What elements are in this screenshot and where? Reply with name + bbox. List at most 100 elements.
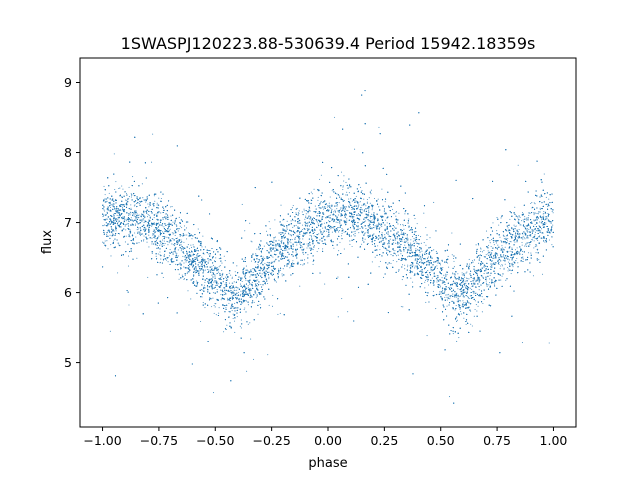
data-point — [415, 248, 417, 250]
data-point — [525, 228, 527, 231]
data-point — [368, 215, 370, 217]
data-point — [313, 217, 315, 219]
data-point — [167, 227, 170, 229]
data-point — [361, 190, 363, 192]
data-point — [454, 275, 456, 278]
data-point — [130, 207, 132, 209]
data-point — [497, 244, 499, 246]
data-point — [297, 214, 300, 216]
data-point — [475, 304, 477, 306]
data-point — [446, 299, 448, 301]
data-point — [338, 231, 340, 233]
data-point — [108, 192, 110, 194]
data-point — [548, 239, 550, 241]
data-point — [302, 264, 304, 266]
data-point — [371, 261, 373, 263]
data-point — [247, 304, 249, 306]
data-point — [364, 204, 366, 206]
data-point — [230, 284, 232, 287]
data-point — [282, 268, 284, 270]
data-point — [361, 230, 363, 232]
data-point — [172, 233, 174, 235]
data-point — [244, 258, 246, 260]
data-point — [437, 262, 439, 264]
data-point — [230, 288, 232, 290]
data-point — [162, 276, 164, 279]
data-point — [186, 271, 188, 273]
data-point — [206, 268, 208, 271]
data-point — [404, 264, 406, 266]
data-point — [125, 220, 127, 222]
data-point — [190, 259, 192, 261]
data-point — [341, 232, 343, 234]
data-point — [156, 244, 158, 247]
data-point — [318, 178, 321, 180]
data-point — [220, 294, 222, 296]
data-point — [322, 232, 324, 234]
data-point — [239, 295, 241, 297]
data-point — [130, 204, 132, 206]
data-point — [296, 253, 298, 255]
data-point — [141, 233, 144, 235]
data-point — [362, 236, 364, 239]
data-point — [337, 276, 339, 278]
data-point — [183, 241, 185, 243]
data-point — [354, 230, 356, 232]
data-point — [135, 213, 137, 215]
data-point — [286, 249, 288, 251]
data-point — [457, 273, 459, 275]
data-point — [441, 277, 443, 279]
data-point — [307, 212, 309, 214]
data-point — [402, 225, 404, 227]
data-point — [158, 235, 160, 237]
data-point — [218, 266, 220, 268]
data-point — [540, 222, 542, 224]
data-point — [129, 214, 131, 216]
data-point — [414, 267, 416, 269]
data-point — [375, 226, 377, 228]
data-point — [499, 260, 501, 262]
data-point — [459, 300, 461, 302]
data-point — [460, 310, 462, 313]
data-point — [303, 253, 305, 255]
data-point — [102, 216, 104, 218]
data-point — [431, 277, 433, 279]
data-point — [463, 301, 465, 304]
data-point — [526, 228, 529, 230]
data-point — [320, 232, 322, 234]
data-point — [201, 289, 203, 291]
data-point — [161, 225, 163, 227]
data-point — [135, 217, 137, 220]
data-point — [354, 235, 356, 237]
data-point — [287, 240, 289, 242]
data-point — [442, 267, 444, 269]
data-point — [357, 205, 360, 207]
data-point — [473, 315, 475, 317]
data-point — [331, 209, 333, 211]
data-point — [231, 310, 233, 312]
data-point — [416, 223, 418, 225]
data-point — [245, 279, 247, 281]
data-point — [483, 298, 485, 300]
data-point — [505, 243, 507, 245]
data-point — [308, 247, 310, 249]
data-point — [456, 340, 458, 343]
data-point — [148, 214, 150, 216]
data-point — [138, 214, 140, 216]
data-point — [171, 232, 173, 234]
data-point — [223, 255, 225, 257]
data-point — [301, 211, 303, 213]
data-point — [371, 209, 373, 211]
data-point — [266, 261, 268, 264]
data-point — [392, 259, 394, 262]
data-point — [188, 266, 190, 268]
data-point — [256, 248, 258, 250]
data-point — [129, 229, 131, 231]
data-points — [102, 89, 554, 404]
data-point — [347, 210, 349, 212]
data-point — [245, 265, 247, 267]
data-point — [334, 228, 336, 230]
data-point — [528, 228, 530, 230]
data-point — [310, 191, 312, 193]
data-point — [168, 230, 171, 232]
